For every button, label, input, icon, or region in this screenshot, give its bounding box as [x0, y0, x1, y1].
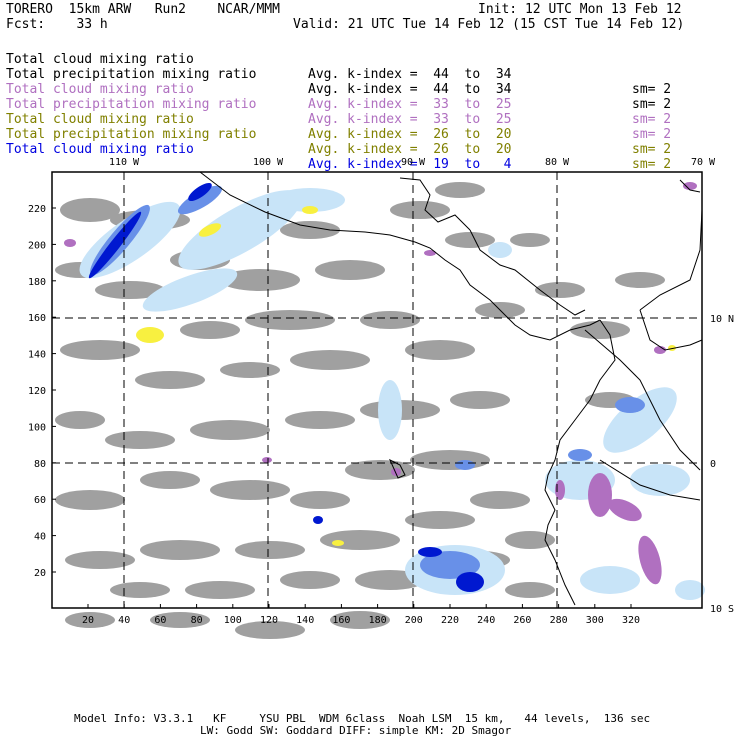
cloud-field-dark-blue [88, 182, 484, 592]
y-tick-label: 160 [28, 313, 46, 324]
y-tick-label: 120 [28, 386, 46, 397]
field-name: Total precipitation mixing ratio [6, 127, 257, 142]
x-tick-label: 40 [118, 615, 130, 626]
kindex-range: Avg. k-index = 33 to 25 [308, 112, 512, 127]
y-tick-label: 200 [28, 240, 46, 251]
model-title: TORERO 15km ARW Run2 NCAR/MMM [6, 2, 280, 17]
smoothing: sm= 2 [632, 142, 672, 157]
y-tick-label: 100 [28, 422, 46, 433]
kindex-range: Avg. k-index = 26 to 20 [308, 142, 512, 157]
smoothing: sm= 2 [632, 82, 672, 97]
lon-label: 110 W [109, 157, 140, 168]
x-tick-label: 280 [550, 615, 568, 626]
kindex-range: Avg. k-index = 33 to 25 [308, 97, 512, 112]
y-tick-labels: 20 40 60 80 100 120 140 160 180 200 220 [28, 204, 56, 579]
cloud-field-yellow [136, 206, 676, 546]
y-tick-label: 220 [28, 204, 46, 215]
physics-info: LW: Godd SW: Goddard DIFF: simple KM: 2D… [200, 724, 512, 737]
x-tick-label: 320 [622, 615, 640, 626]
cloud-field-purple [64, 182, 697, 585]
legend-row: Total precipitation mixing ratio Avg. k-… [6, 82, 671, 142]
smoothing: sm= 2 [632, 127, 672, 142]
lon-label: 100 W [253, 157, 284, 168]
lat-label: 10 N [710, 314, 734, 325]
x-tick-label: 240 [477, 615, 495, 626]
y-tick-label: 20 [34, 568, 46, 579]
kindex-range: Avg. k-index = 44 to 34 [308, 67, 512, 82]
x-tick-label: 220 [441, 615, 459, 626]
legend-row: Total cloud mixing ratio Avg. k-index = … [6, 127, 512, 187]
x-tick-labels: 20 40 60 80 100 120 140 160 180 200 220 240 260 280 30… [82, 604, 640, 626]
y-tick-label: 60 [34, 495, 46, 506]
lon-label: 90 W [401, 157, 426, 168]
lon-label: 70 W [691, 157, 716, 168]
y-tick-label: 80 [34, 459, 46, 470]
init-time: Init: 12 UTC Mon 13 Feb 12 [478, 2, 682, 17]
y-tick-label: 140 [28, 350, 46, 361]
field-name: Total cloud mixing ratio [6, 142, 194, 157]
lon-label: 80 W [545, 157, 570, 168]
field-name: Total cloud mixing ratio [6, 112, 194, 127]
smoothing: sm= 2 [632, 97, 672, 112]
kindex-range: Avg. k-index = 19 to 4 [308, 157, 512, 172]
x-tick-label: 300 [586, 615, 604, 626]
smoothing: sm= 2 [632, 157, 672, 172]
field-name: Total precipitation mixing ratio [6, 97, 257, 112]
kindex-range: Avg. k-index = 26 to 20 [308, 127, 512, 142]
field-name: Total precipitation mixing ratio [6, 67, 257, 82]
lat-label: 0 [710, 459, 716, 470]
x-tick-label: 140 [296, 615, 314, 626]
field-name: Total cloud mixing ratio [6, 82, 194, 97]
graticule [52, 172, 702, 608]
x-tick-label: 260 [513, 615, 531, 626]
field-name: Total cloud mixing ratio [6, 52, 194, 67]
x-tick-label: 180 [369, 615, 387, 626]
x-tick-label: 200 [405, 615, 423, 626]
legend-row: Total cloud mixing ratio Avg. k-index = … [6, 37, 671, 97]
plot-area [51, 171, 705, 639]
lat-label: 10 S [710, 604, 734, 615]
y-tick-label: 180 [28, 277, 46, 288]
cloud-field-gray [55, 182, 665, 639]
kindex-range: Avg. k-index = 44 to 34 [308, 82, 512, 97]
model-info: Model Info: V3.3.1 KF YSU PBL WDM 6class… [74, 712, 651, 725]
legend-row: Total precipitation mixing ratio Avg. k-… [6, 112, 671, 172]
smoothing: sm= 2 [632, 112, 672, 127]
x-tick-label: 100 [224, 615, 242, 626]
legend-row: Total cloud mixing ratio Avg. k-index = … [6, 67, 671, 127]
valid-time: Valid: 21 UTC Tue 14 Feb 12 (15 CST Tue … [293, 17, 685, 32]
x-tick-label: 160 [332, 615, 350, 626]
forecast-map: 110 W 100 W 90 W 80 W 70 W [28, 157, 734, 639]
x-tick-label: 120 [260, 615, 278, 626]
forecast-hour: Fcst: 33 h [6, 17, 108, 32]
x-tick-label: 80 [191, 615, 203, 626]
legend-row: Total cloud mixing ratio Avg. k-index = … [6, 97, 671, 157]
y-tick-label: 40 [34, 532, 46, 543]
legend-row: Total precipitation mixing ratio Avg. k-… [6, 52, 671, 112]
x-tick-label: 60 [154, 615, 166, 626]
x-tick-label: 20 [82, 615, 94, 626]
